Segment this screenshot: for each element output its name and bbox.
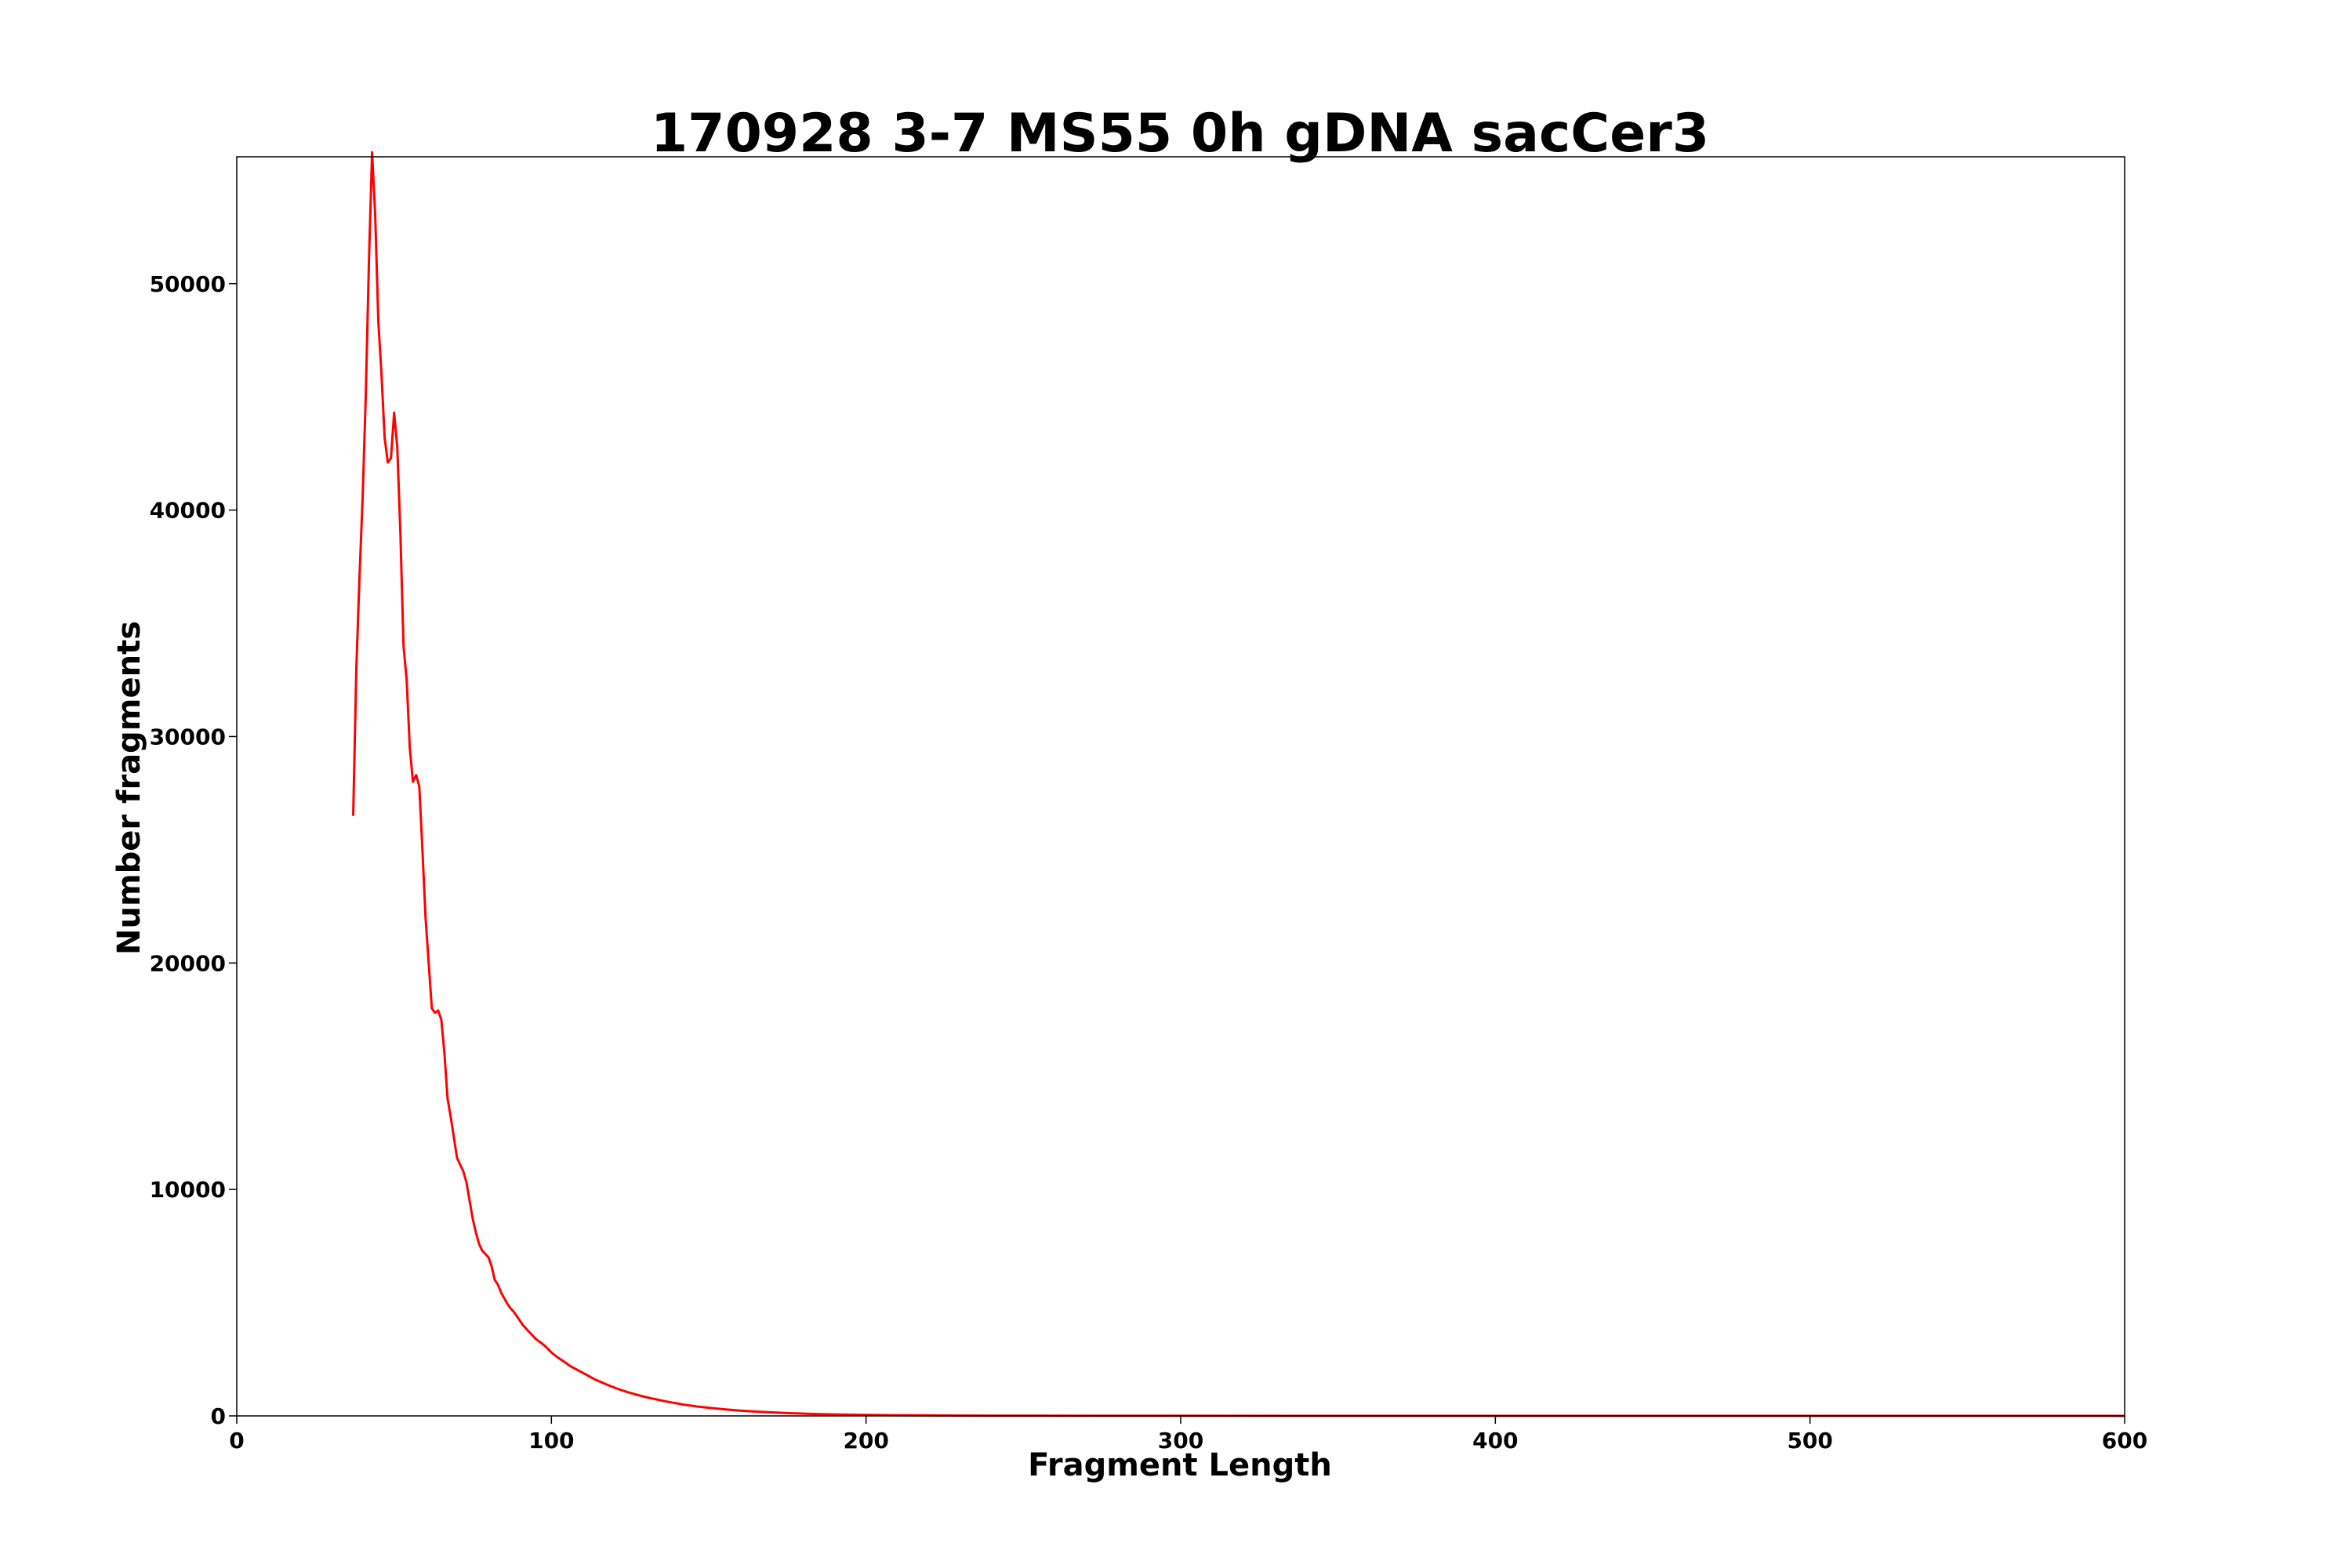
x-tick-label-1: 100 [528,1428,574,1454]
y-tick-label-2: 20000 [150,950,226,976]
y-tick-label-4: 40000 [150,498,226,524]
chart-title: 170928 3-7 MS55 0h gDNA sacCer3 [651,103,1709,165]
y-axis: 0 10000 20000 30000 40000 50000 [150,271,237,1429]
x-tick-label-4: 400 [1472,1428,1518,1454]
series-line-0 [352,151,2125,1417]
x-tick-label-0: 0 [229,1428,244,1454]
y-tick-label-3: 30000 [150,724,226,750]
x-tick-label-2: 200 [843,1428,888,1454]
x-axis-label: Fragment Length [1028,1447,1332,1483]
x-tick-label-3: 300 [1158,1428,1203,1454]
x-tick-label-5: 500 [1787,1428,1832,1454]
x-axis: 0 100 200 300 400 500 600 [229,1416,2147,1454]
y-tick-label-0: 0 [211,1403,226,1429]
y-axis-label: Number fragments [111,621,147,955]
plot-frame [236,156,2125,1417]
y-tick-label-1: 10000 [150,1177,226,1203]
x-tick-label-6: 600 [2102,1428,2147,1454]
plot-area [236,151,2125,1417]
y-tick-label-5: 50000 [150,271,226,297]
